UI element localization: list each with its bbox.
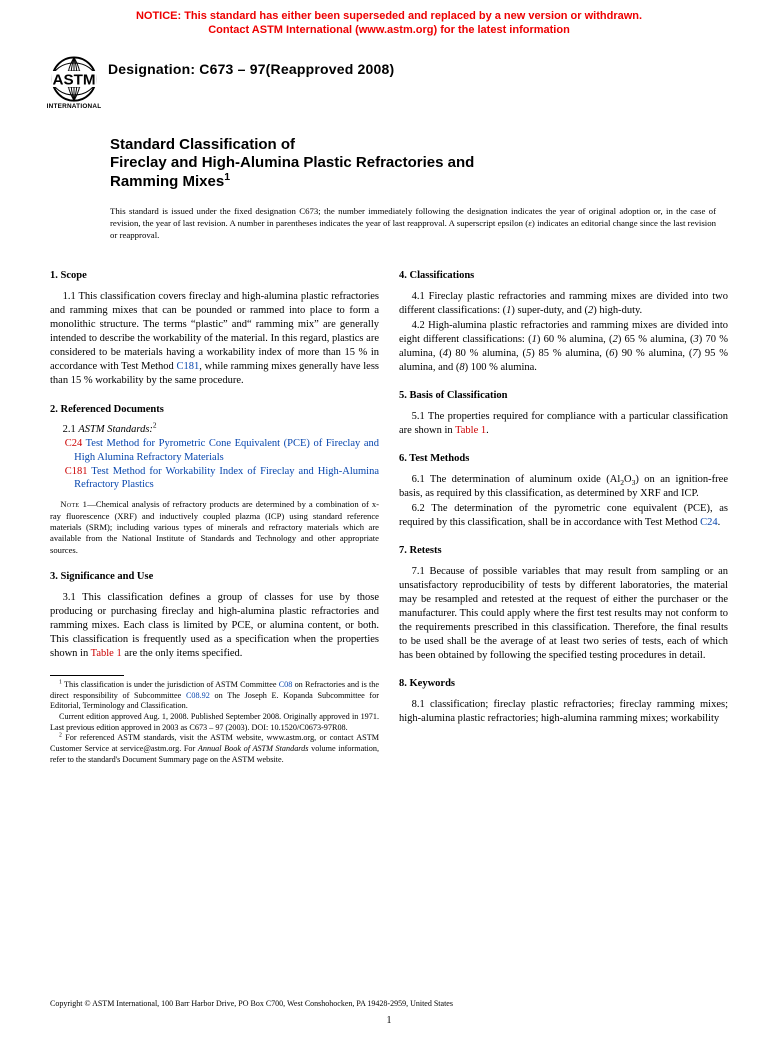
sec6-p2: 6.2 The determination of the pyrometric … [399, 502, 728, 530]
section-6: 6. Test Methods 6.1 The determination of… [399, 452, 728, 530]
sec1-head: 1. Scope [50, 269, 379, 283]
notice-line1: NOTICE: This standard has either been su… [136, 10, 642, 22]
footnote-rule [50, 675, 124, 676]
section-1: 1. Scope 1.1 This classification covers … [50, 269, 379, 388]
section-4: 4. Classifications 4.1 Fireclay plastic … [399, 269, 728, 375]
astm-logo: ASTM INTERNATIONAL [42, 56, 106, 110]
col-left: 1. Scope 1.1 This classification covers … [50, 269, 379, 765]
logo-bottom-text: INTERNATIONAL [47, 102, 102, 109]
sec4-p1: 4.1 Fireclay plastic refractories and ra… [399, 290, 728, 318]
title-line3: Ramming Mixes [110, 173, 224, 190]
refdoc-c181[interactable]: C181 Test Method for Workability Index o… [62, 465, 379, 493]
sec5-head: 5. Basis of Classification [399, 389, 728, 403]
note1-label: Note 1 [60, 499, 87, 509]
link-c08[interactable]: C08 [279, 680, 293, 689]
notice-line2: Contact ASTM International (www.astm.org… [208, 24, 570, 36]
sec4-head: 4. Classifications [399, 269, 728, 283]
sec6-p1: 6.1 The determination of aluminum oxide … [399, 473, 728, 501]
sec8-p1: 8.1 classification; fireclay plastic ref… [399, 698, 728, 726]
main-title: Standard Classification of Fireclay and … [110, 136, 718, 192]
refdoc-c181-desig: C181 [65, 466, 88, 477]
sec4-p2: 4.2 High-alumina plastic refractories an… [399, 319, 728, 375]
link-table1-right[interactable]: Table 1 [455, 425, 486, 436]
refdoc-c181-title: Test Method for Workability Index of Fir… [74, 466, 379, 491]
footnote-1b: Current edition approved Aug. 1, 2008. P… [50, 712, 379, 733]
sec1-p1: 1.1 This classification covers fireclay … [50, 290, 379, 388]
refdoc-c24-title: Test Method for Pyrometric Cone Equivale… [74, 438, 379, 463]
issuance-note: This standard is issued under the fixed … [0, 192, 778, 242]
footnote-1: 1 This classification is under the juris… [50, 680, 379, 712]
section-2: 2. Referenced Documents 2.1 ASTM Standar… [50, 403, 379, 556]
link-table1-left[interactable]: Table 1 [91, 648, 122, 659]
section-5: 5. Basis of Classification 5.1 The prope… [399, 389, 728, 438]
sec7-p1: 7.1 Because of possible variables that m… [399, 565, 728, 663]
col-right: 4. Classifications 4.1 Fireclay plastic … [399, 269, 728, 765]
footnote-2: 2 For referenced ASTM standards, visit t… [50, 733, 379, 765]
sec3-head: 3. Significance and Use [50, 570, 379, 584]
sec3-p1: 3.1 This classification defines a group … [50, 591, 379, 661]
notice-banner: NOTICE: This standard has either been su… [0, 0, 778, 38]
section-7: 7. Retests 7.1 Because of possible varia… [399, 544, 728, 663]
header-row: ASTM INTERNATIONAL Designation: C673 – 9… [0, 38, 778, 110]
section-3: 3. Significance and Use 3.1 This classif… [50, 570, 379, 661]
sec2-sub: 2.1 ASTM Standards:2 [50, 423, 379, 437]
logo-top-text: ASTM [52, 71, 95, 88]
body-columns: 1. Scope 1.1 This classification covers … [0, 241, 778, 765]
title-line1: Standard Classification of [110, 136, 295, 153]
title-line2: Fireclay and High-Alumina Plastic Refrac… [110, 154, 474, 171]
title-block: Standard Classification of Fireclay and … [0, 110, 778, 192]
refdoc-c24-desig: C24 [65, 438, 83, 449]
link-c24[interactable]: C24 [700, 517, 718, 528]
sec5-p1: 5.1 The properties required for complian… [399, 410, 728, 438]
title-sup: 1 [224, 171, 230, 183]
section-8: 8. Keywords 8.1 classification; fireclay… [399, 677, 728, 726]
designation-label: Designation: C673 – 97(Reapproved 2008) [108, 56, 394, 78]
refdoc-c24[interactable]: C24 Test Method for Pyrometric Cone Equi… [62, 437, 379, 465]
page-number: 1 [0, 1014, 778, 1027]
sec8-head: 8. Keywords [399, 677, 728, 691]
sec6-head: 6. Test Methods [399, 452, 728, 466]
copyright-line: Copyright © ASTM International, 100 Barr… [50, 999, 453, 1009]
sec2-head: 2. Referenced Documents [50, 403, 379, 417]
link-c0892[interactable]: C08.92 [186, 691, 210, 700]
link-c181[interactable]: C181 [176, 361, 199, 372]
note-1: Note 1—Chemical analysis of refractory p… [50, 499, 379, 556]
sec7-head: 7. Retests [399, 544, 728, 558]
